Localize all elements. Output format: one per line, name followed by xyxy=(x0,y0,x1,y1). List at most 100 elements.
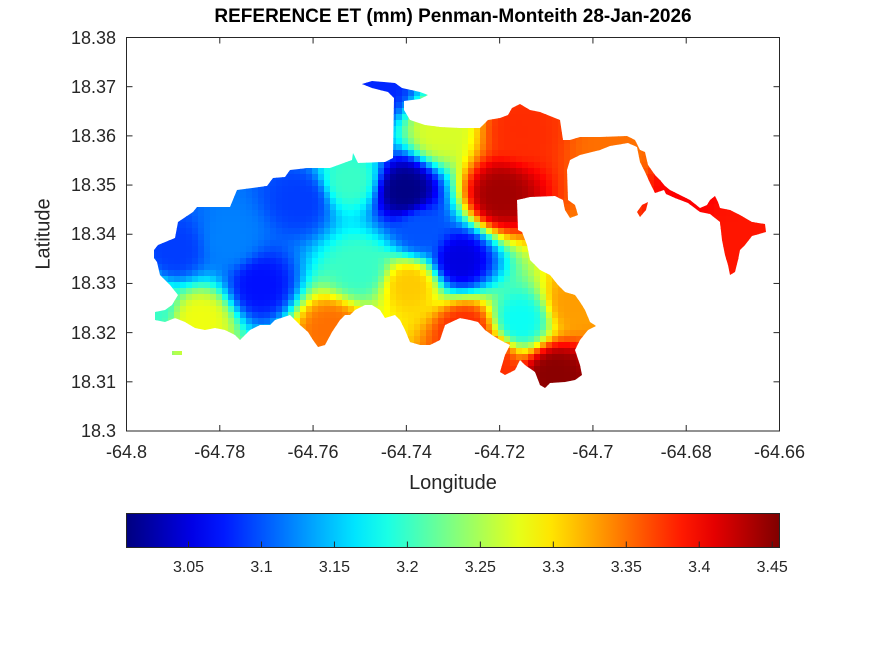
field-cell xyxy=(576,108,583,115)
field-cell xyxy=(618,81,625,85)
field-cell xyxy=(174,246,181,253)
field-cell xyxy=(654,192,661,199)
field-cell xyxy=(588,150,595,157)
field-cell xyxy=(162,180,169,187)
field-cell xyxy=(492,288,499,295)
field-cell xyxy=(330,162,337,169)
field-cell xyxy=(330,252,337,259)
field-cell xyxy=(546,240,553,247)
field-cell xyxy=(294,348,301,355)
field-cell xyxy=(240,144,247,151)
field-cell xyxy=(726,354,733,361)
field-cell xyxy=(486,342,493,349)
field-cell xyxy=(540,138,547,145)
field-cell xyxy=(576,306,583,313)
field-cell xyxy=(444,156,451,163)
field-cell xyxy=(312,81,319,85)
field-cell xyxy=(738,132,745,139)
field-cell xyxy=(672,180,679,187)
field-cell xyxy=(468,120,475,127)
field-cell xyxy=(762,84,766,91)
field-cell xyxy=(552,132,559,139)
field-cell xyxy=(348,162,355,169)
field-cell xyxy=(576,330,583,337)
field-cell xyxy=(162,186,169,193)
field-cell xyxy=(642,198,649,205)
field-cell xyxy=(504,114,511,121)
field-cell xyxy=(480,90,487,97)
field-cell xyxy=(510,336,517,343)
field-cell xyxy=(468,90,475,97)
field-cell xyxy=(666,150,673,157)
field-cell xyxy=(708,336,715,343)
field-cell xyxy=(462,180,469,187)
field-cell xyxy=(612,186,619,193)
field-cell xyxy=(726,204,733,211)
field-cell xyxy=(186,270,193,277)
field-cell xyxy=(336,162,343,169)
field-cell xyxy=(402,90,409,97)
field-cell xyxy=(606,90,613,97)
field-cell xyxy=(432,234,439,241)
field-cell xyxy=(516,318,523,325)
field-cell xyxy=(282,318,289,325)
field-cell xyxy=(696,270,703,277)
field-cell xyxy=(588,294,595,301)
field-cell xyxy=(624,264,631,271)
field-cell xyxy=(306,246,313,253)
field-cell xyxy=(618,222,625,229)
field-cell xyxy=(174,96,181,103)
field-cell xyxy=(390,120,397,127)
field-cell xyxy=(210,162,217,169)
field-cell xyxy=(642,234,649,241)
field-cell xyxy=(432,162,439,169)
field-cell xyxy=(726,174,733,181)
field-cell xyxy=(234,150,241,157)
field-cell xyxy=(432,156,439,163)
field-cell xyxy=(720,342,727,349)
field-cell xyxy=(366,156,373,163)
field-cell xyxy=(180,330,187,337)
field-cell xyxy=(534,228,541,235)
field-cell xyxy=(534,180,541,187)
field-cell xyxy=(588,180,595,187)
field-cell xyxy=(762,258,766,265)
field-cell xyxy=(480,162,487,169)
field-cell xyxy=(216,204,223,211)
field-cell xyxy=(696,144,703,151)
field-cell xyxy=(354,282,361,289)
field-cell xyxy=(156,126,163,133)
field-cell xyxy=(612,252,619,259)
field-cell xyxy=(624,174,631,181)
field-cell xyxy=(390,258,397,265)
field-cell xyxy=(492,126,499,133)
field-cell xyxy=(246,174,253,181)
field-cell xyxy=(174,312,181,319)
field-cell xyxy=(396,294,403,301)
field-cell xyxy=(552,306,559,313)
field-cell xyxy=(444,294,451,301)
field-cell xyxy=(714,276,721,283)
field-cell xyxy=(522,246,529,253)
field-cell xyxy=(582,180,589,187)
field-cell xyxy=(420,240,427,247)
field-cell xyxy=(516,342,523,349)
field-cell xyxy=(666,312,673,319)
field-cell xyxy=(258,276,265,283)
field-cell xyxy=(276,306,283,313)
field-cell xyxy=(648,288,655,295)
field-cell xyxy=(276,204,283,211)
field-cell xyxy=(360,288,367,295)
field-cell xyxy=(750,318,757,325)
field-cell xyxy=(240,126,247,133)
field-cell xyxy=(540,228,547,235)
field-cell xyxy=(204,120,211,127)
field-cell xyxy=(750,108,757,115)
field-cell xyxy=(204,264,211,271)
field-cell xyxy=(588,186,595,193)
field-cell xyxy=(276,264,283,271)
field-cell xyxy=(618,180,625,187)
field-cell xyxy=(504,336,511,343)
field-cell xyxy=(582,108,589,115)
field-cell xyxy=(756,162,763,169)
